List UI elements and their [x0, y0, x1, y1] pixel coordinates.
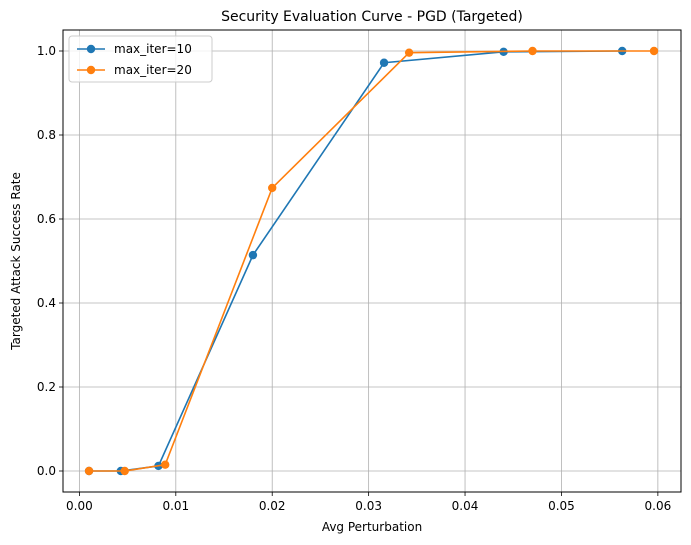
x-tick-label: 0.01 [162, 499, 189, 513]
x-tick-label: 0.06 [645, 499, 672, 513]
data-point [248, 250, 258, 260]
data-point [84, 466, 94, 476]
x-tick-label: 0.04 [452, 499, 479, 513]
x-axis-label: Avg Perturbation [322, 520, 422, 534]
data-point [120, 466, 129, 476]
legend-label: max_iter=20 [114, 63, 192, 77]
data-point [649, 46, 659, 56]
y-tick-label: 0.4 [37, 296, 56, 310]
data-point [528, 46, 537, 56]
legend-swatch-marker [86, 65, 96, 75]
data-point [404, 48, 414, 57]
y-tick-label: 0.8 [37, 128, 56, 142]
y-axis-ticks: 0.0 0.2 0.4 0.6 0.8 1.0 [37, 44, 63, 478]
series-2 [84, 46, 659, 476]
x-tick-label: 0.00 [66, 499, 93, 513]
y-tick-label: 1.0 [37, 44, 56, 58]
x-tick-label: 0.02 [259, 499, 286, 513]
plot-frame [62, 29, 682, 493]
x-tick-label: 0.03 [355, 499, 382, 513]
legend: max_iter=10 max_iter=20 [68, 35, 213, 83]
y-tick-label: 0.0 [37, 464, 56, 478]
legend-label: max_iter=10 [114, 42, 192, 56]
data-point [379, 58, 389, 67]
legend-swatch-marker [86, 44, 96, 54]
y-axis-label: Targeted Attack Success Rate [9, 172, 23, 351]
y-tick-label: 0.2 [37, 380, 56, 394]
y-tick-label: 0.6 [37, 212, 56, 226]
x-axis-ticks: 0.00 0.01 0.02 0.03 0.04 0.05 0.06 [66, 492, 671, 513]
data-point [160, 460, 170, 469]
chart-title: Security Evaluation Curve - PGD (Targete… [221, 9, 523, 25]
grid-lines [63, 30, 681, 492]
data-point [268, 183, 277, 193]
series-layer [84, 46, 659, 476]
x-tick-label: 0.05 [548, 499, 575, 513]
